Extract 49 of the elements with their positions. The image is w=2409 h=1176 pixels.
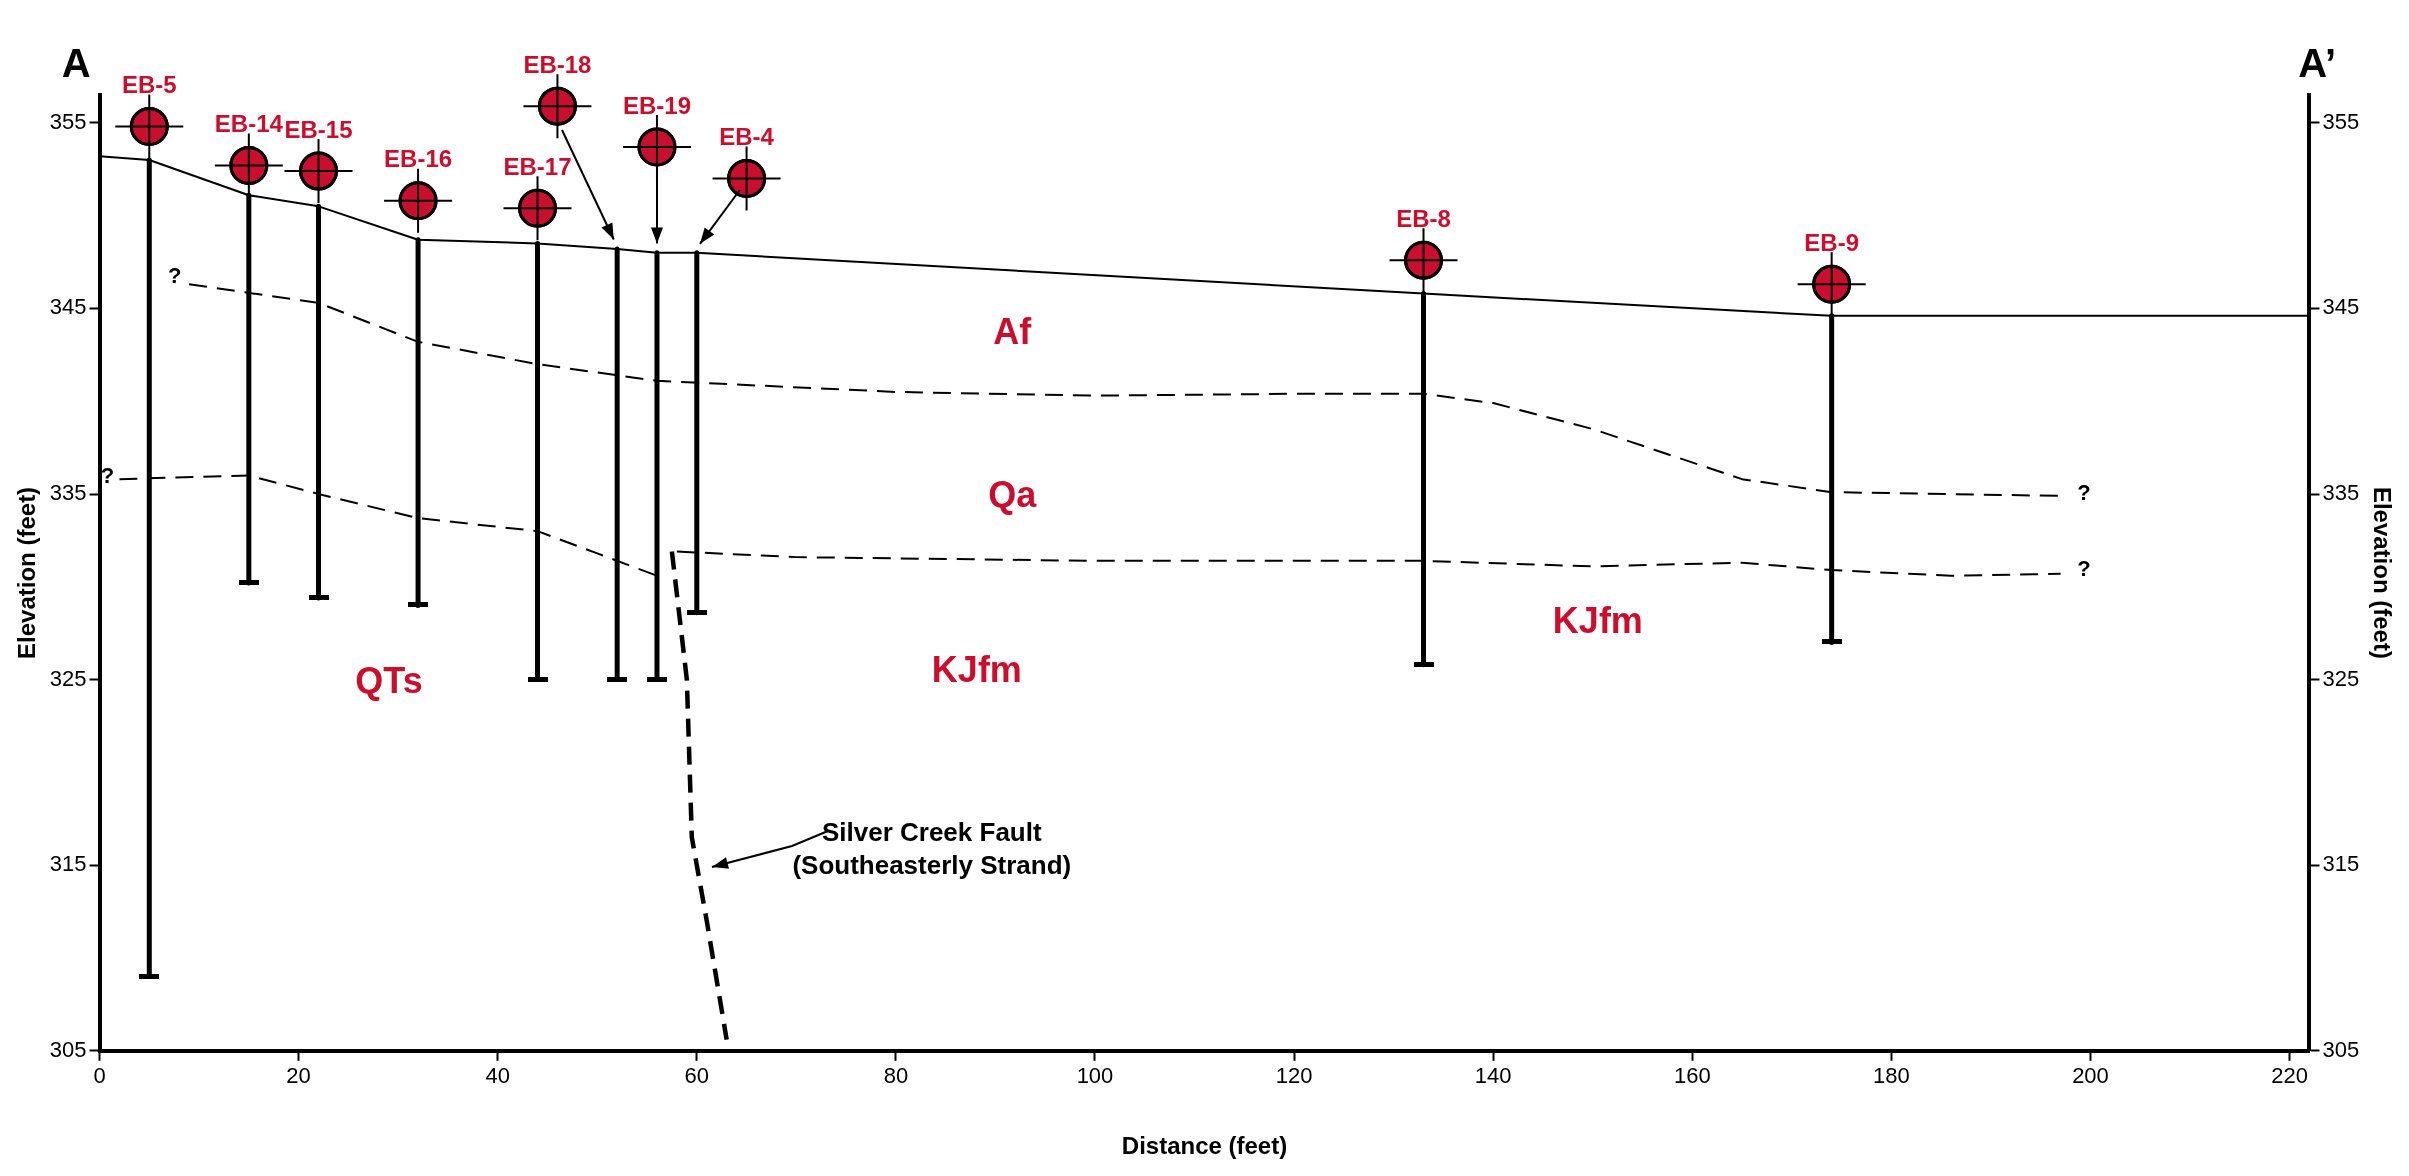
- data-label: EB-18: [523, 50, 592, 78]
- x-tick-label: 0: [93, 1063, 106, 1089]
- data-label: EB-5: [121, 71, 177, 99]
- x-tick-label: 40: [485, 1063, 510, 1089]
- data-label: EB-16: [384, 145, 453, 173]
- annotation: ?: [100, 463, 115, 489]
- x-tick-label: 120: [1275, 1063, 1313, 1089]
- x-tick-label: 200: [2072, 1063, 2109, 1089]
- x-tick-label: 80: [883, 1063, 909, 1089]
- y-axis-title: Elevation (feet): [13, 486, 41, 659]
- data-label: EB-17: [503, 152, 572, 180]
- text: A: [61, 41, 91, 86]
- y-tick-label: 345: [49, 294, 87, 320]
- y-tick-label: 325: [49, 665, 87, 691]
- y2-tick-label: 335: [2322, 480, 2360, 506]
- y-tick-label: 355: [49, 108, 87, 134]
- text: A’: [2298, 41, 2337, 86]
- x-tick-label: 220: [2271, 1063, 2308, 1089]
- y2-tick-label: 305: [2322, 1036, 2360, 1062]
- y-tick-label: 335: [49, 480, 87, 506]
- annotation: Af: [993, 310, 1033, 352]
- x-tick-label: 100: [1076, 1063, 1114, 1089]
- y-tick-label: 315: [49, 851, 87, 877]
- annotation: KJfm: [931, 649, 1022, 691]
- annotation: Silver Creek Fault (Southeasterly Strand): [792, 817, 1072, 880]
- x-tick-label: 140: [1474, 1063, 1512, 1089]
- annotation: ?: [2077, 556, 2091, 582]
- annotation: QTs: [355, 659, 423, 701]
- y2-tick-label: 315: [2322, 851, 2360, 877]
- data-label: EB-9: [1804, 228, 1859, 256]
- x-tick-label: 60: [684, 1063, 710, 1089]
- data-label: EB-14: [214, 110, 284, 138]
- data-label: EB-4: [719, 123, 775, 151]
- x-tick-label: 160: [1673, 1063, 1711, 1089]
- data-label: EB-8: [1396, 204, 1451, 232]
- data-label: EB-19: [622, 91, 691, 119]
- annotation: ?: [167, 262, 182, 288]
- x-tick-label: 180: [1873, 1063, 1910, 1089]
- y2-tick-label: 345: [2322, 294, 2360, 320]
- y2-tick-label: 355: [2322, 108, 2360, 134]
- x-axis-title: Distance (feet): [1121, 1132, 1288, 1160]
- y-tick-label: 305: [49, 1036, 87, 1062]
- data-label: EB-15: [284, 115, 353, 143]
- annotation: Qa: [988, 474, 1038, 516]
- annotation: KJfm: [1552, 600, 1643, 642]
- annotation: ?: [2077, 479, 2091, 505]
- y2-axis-title: Elevation (feet): [2368, 486, 2396, 659]
- y2-tick-label: 325: [2322, 665, 2360, 691]
- x-tick-label: 20: [286, 1063, 311, 1089]
